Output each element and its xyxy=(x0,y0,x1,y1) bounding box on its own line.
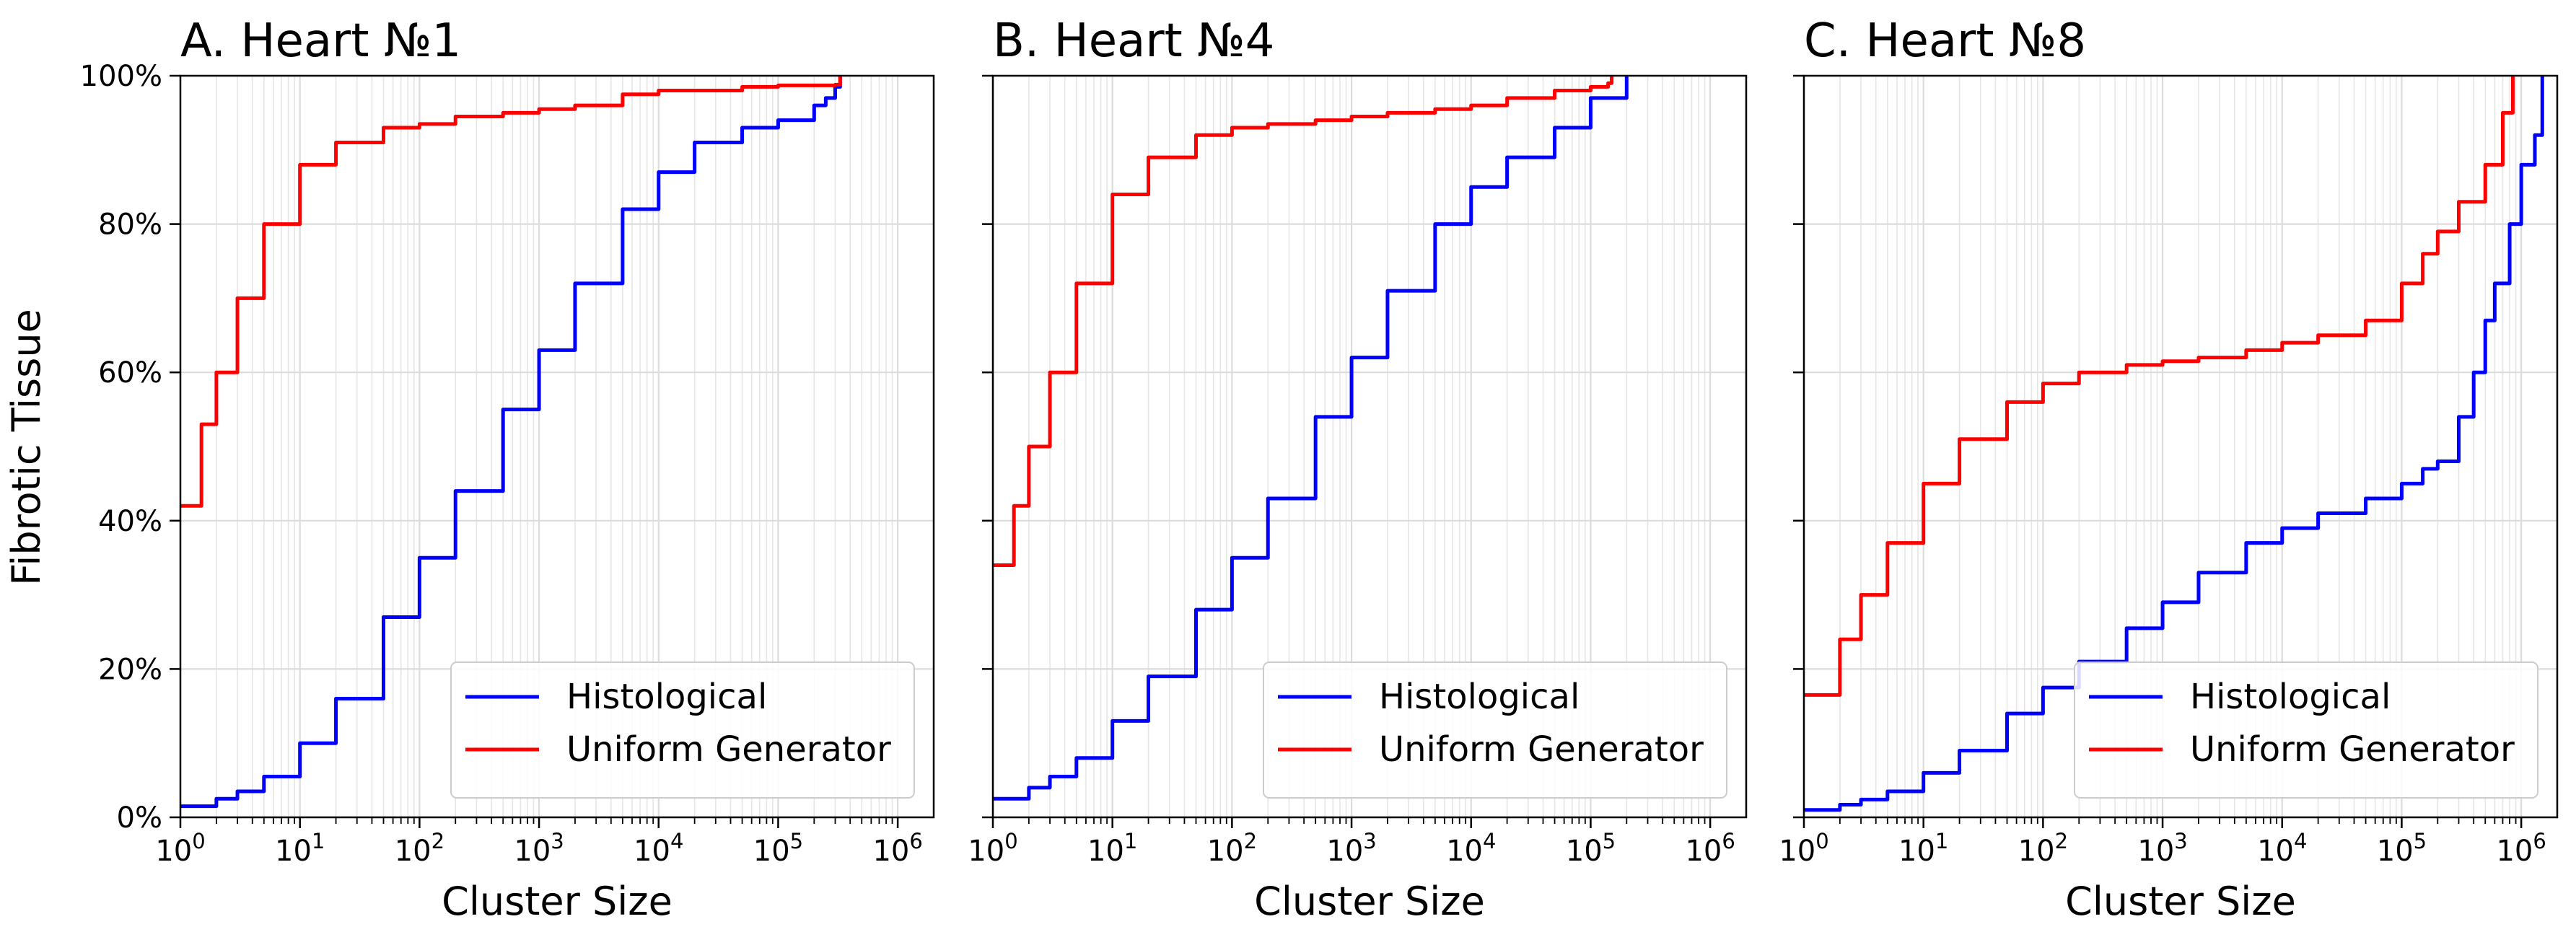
x-tick-label: 106 xyxy=(872,829,922,868)
y-tick-label: 80% xyxy=(98,208,162,242)
x-tick-label: 105 xyxy=(2377,829,2427,868)
panel-b-frame xyxy=(991,74,1748,819)
x-tick-label: 104 xyxy=(634,829,683,868)
legend-label: Histological xyxy=(566,677,767,717)
panel-c: C. Heart №8 Cluster Size 100 101 102 103 104… xyxy=(1779,14,2559,924)
legend-box xyxy=(2074,662,2538,799)
panel-b-title: B. Heart №4 xyxy=(993,14,1274,68)
panel-c-legend: Histological Uniform Generator xyxy=(2074,662,2538,799)
x-tick-label: 101 xyxy=(1087,829,1137,868)
x-tick-label: 100 xyxy=(1779,829,1828,868)
panel-a-legend: Histological Uniform Generator xyxy=(450,662,915,799)
x-tick-label: 105 xyxy=(1566,829,1616,868)
panel-a-series xyxy=(180,76,842,809)
panel-a-histological-line xyxy=(180,76,842,809)
y-tick-label: 40% xyxy=(98,505,162,538)
panel-c-x-axis-label: Cluster Size xyxy=(2065,879,2296,924)
legend-label: Histological xyxy=(2190,677,2391,717)
panel-c-series xyxy=(1804,76,2544,812)
panel-a-title: A. Heart №1 xyxy=(180,14,461,68)
panel-b-plot-area: 100 101 102 103 104 105 106 Histological Uniform… xyxy=(968,74,1748,868)
x-tick-label: 102 xyxy=(395,829,444,868)
x-tick-label: 106 xyxy=(1685,829,1735,868)
x-tick-label: 103 xyxy=(514,829,564,868)
panel-c-x-axis: 100 101 102 103 104 105 106 xyxy=(1779,817,2546,868)
panel-a-uniform-generator-line xyxy=(180,76,842,508)
x-tick-label: 103 xyxy=(1326,829,1376,868)
panel-b-uniform-generator-line xyxy=(993,76,1614,567)
legend-box xyxy=(1263,662,1727,799)
x-tick-label: 102 xyxy=(2018,829,2068,868)
y-tick-label: 60% xyxy=(98,356,162,390)
x-tick-label: 105 xyxy=(753,829,803,868)
y-tick-label: 0% xyxy=(117,801,162,835)
legend-label: Uniform Generator xyxy=(566,729,891,770)
panel-b-x-axis: 100 101 102 103 104 105 106 xyxy=(968,817,1735,868)
x-tick-label: 100 xyxy=(155,829,205,868)
legend-label: Uniform Generator xyxy=(2190,729,2515,770)
x-tick-label: 102 xyxy=(1207,829,1257,868)
x-tick-label: 106 xyxy=(2496,829,2546,868)
panel-c-histological-line xyxy=(1804,76,2544,812)
panel-c-title: C. Heart №8 xyxy=(1804,14,2086,68)
legend-label: Uniform Generator xyxy=(1379,729,1704,770)
panel-c-plot-area: 100 101 102 103 104 105 106 Histological Uniform… xyxy=(1779,74,2559,868)
x-tick-label: 103 xyxy=(2137,829,2187,868)
figure-y-axis-label: Fibrotic Tissue xyxy=(4,309,49,586)
panel-c-frame xyxy=(1802,74,2559,819)
y-tick-label: 20% xyxy=(98,653,162,686)
x-tick-label: 104 xyxy=(1446,829,1496,868)
x-tick-label: 104 xyxy=(2257,829,2307,868)
panel-b-x-axis-label: Cluster Size xyxy=(1254,879,1485,924)
panel-b-grid xyxy=(982,74,1746,824)
panel-a-frame xyxy=(179,74,935,819)
x-tick-label: 101 xyxy=(1898,829,1948,868)
y-tick-label: 100% xyxy=(80,60,162,93)
panel-b-series xyxy=(993,76,1629,801)
legend-box xyxy=(450,662,915,799)
panel-b: B. Heart №4 Cluster Size 100 101 102 103 104… xyxy=(968,14,1748,924)
panel-c-uniform-generator-line xyxy=(1804,76,2515,697)
x-tick-label: 100 xyxy=(968,829,1017,868)
panel-a-x-axis: 100 101 102 103 104 105 106 xyxy=(155,817,923,868)
panel-a: A. Heart №1 Cluster Size 100 101 102 103 104… xyxy=(80,14,935,924)
panel-b-histological-line xyxy=(993,76,1629,801)
panel-a-plot-area: 100 101 102 103 104 105 106 0% 20% 40% 60% 80% 100% H… xyxy=(80,60,935,868)
x-tick-label: 101 xyxy=(275,829,325,868)
legend-label: Histological xyxy=(1379,677,1580,717)
panel-b-legend: Histological Uniform Generator xyxy=(1263,662,1727,799)
panel-a-x-axis-label: Cluster Size xyxy=(442,879,673,924)
panel-a-y-axis: 0% 20% 40% 60% 80% 100% xyxy=(80,60,162,835)
